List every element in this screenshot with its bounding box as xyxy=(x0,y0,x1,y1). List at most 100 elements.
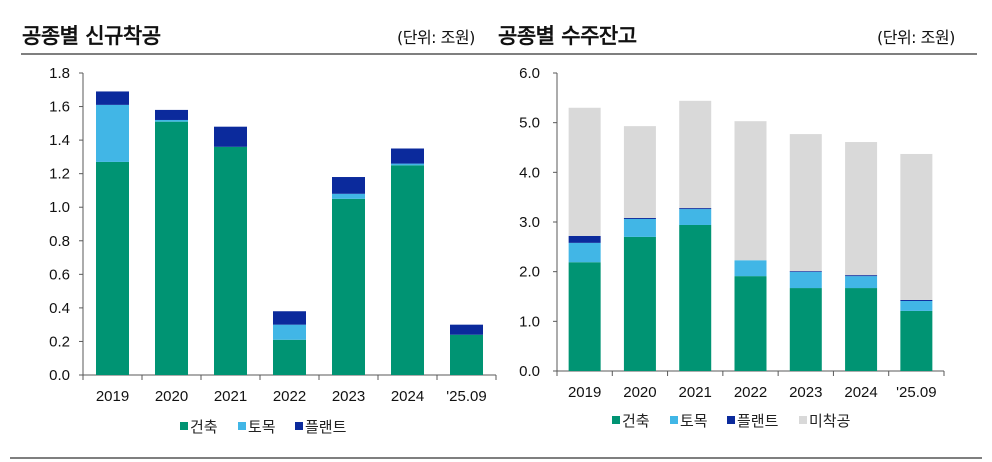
legend-swatch xyxy=(180,422,188,430)
bar-segment-civil xyxy=(568,242,601,263)
y-tick-label: 1.6 xyxy=(49,99,70,116)
bar-segment-plant xyxy=(155,109,188,120)
x-tick-label: '25.09 xyxy=(446,388,486,405)
legend-swatch xyxy=(238,422,246,430)
x-tick-label: 2021 xyxy=(679,384,712,401)
legend-label: 건축 xyxy=(190,418,218,436)
bar-segment-building xyxy=(450,334,483,375)
right-title-rule xyxy=(497,53,977,55)
bar-segment-unstarted xyxy=(679,100,712,209)
left-chart: 0.0 0.2 0.4 0.6 0.8 1.0 1.2 1.4 1.6 1.8 2019 2020 20… xyxy=(49,65,497,436)
bar-segment-building xyxy=(568,262,601,371)
bar-segment-unstarted xyxy=(789,134,822,272)
bar-segment-building xyxy=(789,288,822,371)
bar-segment-building xyxy=(332,198,365,375)
bar-segment-plant xyxy=(623,218,656,220)
bar-segment-building xyxy=(679,224,712,371)
legend-swatch xyxy=(799,416,807,424)
x-tick-label: 2019 xyxy=(96,388,129,405)
y-tick-label: 1.2 xyxy=(49,166,70,183)
bar-segment-building xyxy=(96,161,129,375)
bar-segment-civil xyxy=(734,260,767,277)
bar-segment-civil xyxy=(391,163,424,166)
x-tick-label: 2019 xyxy=(568,384,601,401)
bar-segment-building xyxy=(214,146,247,375)
x-tick-label: 2020 xyxy=(155,388,188,405)
legend-swatch xyxy=(727,416,735,424)
bar-segment-building xyxy=(845,288,878,371)
x-tick-label: 2020 xyxy=(623,384,656,401)
legend-swatch xyxy=(295,422,303,430)
x-tick-label: 2021 xyxy=(214,388,247,405)
bar-segment-civil xyxy=(845,276,878,289)
x-tick-label: 2023 xyxy=(332,388,365,405)
bar-segment-building xyxy=(273,339,306,375)
legend-label: 미착공 xyxy=(809,412,850,430)
bar-segment-building xyxy=(623,236,656,371)
bar-segment-unstarted xyxy=(568,107,601,236)
bar-segment-building xyxy=(391,165,424,375)
y-tick-label: 0.0 xyxy=(519,363,540,380)
bar-segment-unstarted xyxy=(900,153,933,300)
bar-segment-unstarted xyxy=(845,142,878,276)
x-tick-label: 2024 xyxy=(844,384,877,401)
bar-segment-plant xyxy=(96,91,129,105)
bar-segment-building xyxy=(734,276,767,371)
bar-segment-civil xyxy=(332,193,365,199)
y-tick-label: 5.0 xyxy=(519,115,540,132)
x-tick-label: 2022 xyxy=(273,388,306,405)
y-tick-label: 0.4 xyxy=(49,300,70,317)
legend-label: 건축 xyxy=(622,412,650,430)
y-tick-label: 1.4 xyxy=(49,132,70,149)
x-tick-label: 2023 xyxy=(789,384,822,401)
bar-segment-building xyxy=(900,310,933,371)
y-tick-label: 4.0 xyxy=(519,164,540,181)
legend-label: 플랜트 xyxy=(305,418,347,436)
bar-segment-plant xyxy=(900,299,933,301)
y-tick-label: 1.0 xyxy=(519,313,540,330)
bar-segment-plant xyxy=(391,148,424,164)
legend-swatch xyxy=(670,416,678,424)
bar-segment-plant xyxy=(789,271,822,272)
legend-swatch xyxy=(612,416,620,424)
bar-segment-civil xyxy=(789,271,822,289)
bar-segment-civil xyxy=(273,324,306,340)
bar-segment-civil xyxy=(679,209,712,225)
bar-segment-plant xyxy=(214,126,247,147)
bar-segment-plant xyxy=(845,275,878,277)
y-tick-label: 2.0 xyxy=(519,264,540,281)
right-chart-title: 공종별 수주잔고 xyxy=(498,24,637,48)
right-chart-unit: (단위: 조원) xyxy=(877,28,955,47)
y-tick-label: 0.8 xyxy=(49,233,70,250)
bottom-rule xyxy=(10,457,982,459)
bar-segment-unstarted xyxy=(623,126,656,219)
legend-label: 플랜트 xyxy=(737,412,779,430)
bar-segment-plant xyxy=(273,311,306,325)
left-chart-unit: (단위: 조원) xyxy=(397,28,475,47)
bar-segment-building xyxy=(155,121,188,376)
y-tick-label: 1.0 xyxy=(49,199,70,216)
bar-segment-plant xyxy=(568,235,601,243)
bar-segment-civil xyxy=(96,104,129,162)
left-title-rule xyxy=(21,53,499,55)
x-tick-label: 2022 xyxy=(734,384,767,401)
legend-label: 토목 xyxy=(680,412,708,430)
y-tick-label: 3.0 xyxy=(519,214,540,231)
y-tick-label: 6.0 xyxy=(519,65,540,82)
bar-segment-plant xyxy=(332,177,365,194)
y-tick-label: 1.8 xyxy=(49,65,70,82)
y-tick-label: 0.6 xyxy=(49,266,70,283)
y-tick-label: 0.2 xyxy=(49,333,70,350)
bar-segment-plant xyxy=(679,208,712,210)
bar-segment-unstarted xyxy=(734,121,767,261)
legend-label: 토목 xyxy=(248,418,276,436)
left-chart-title: 공종별 신규착공 xyxy=(22,24,161,48)
bar-segment-civil xyxy=(900,300,933,311)
x-tick-label: 2024 xyxy=(391,388,424,405)
right-chart: 0.0 1.0 2.0 3.0 4.0 5.0 6.0 2019 2020 2021 2022 202… xyxy=(519,65,945,430)
bar-segment-civil xyxy=(623,219,656,237)
bar-segment-civil xyxy=(155,119,188,122)
y-tick-label: 0.0 xyxy=(49,367,70,384)
bar-segment-plant xyxy=(450,324,483,335)
